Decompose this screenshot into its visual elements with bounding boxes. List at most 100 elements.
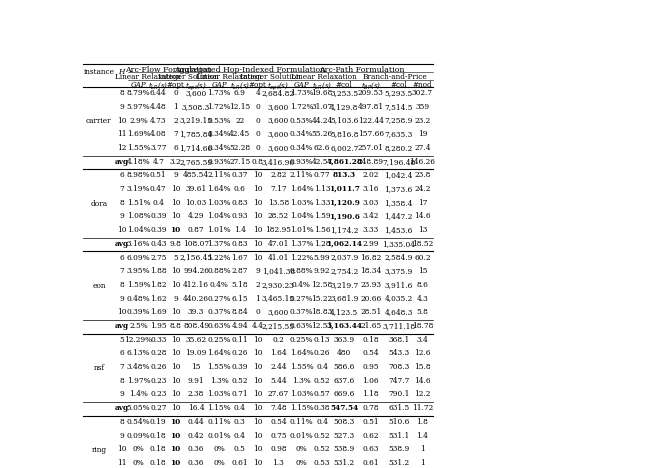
Text: 16.82: 16.82 <box>360 254 381 262</box>
Text: 0.8: 0.8 <box>252 158 264 166</box>
Text: dora: dora <box>90 199 107 207</box>
Text: 1.64%: 1.64% <box>290 185 313 193</box>
Text: 4,861.28: 4,861.28 <box>326 158 362 166</box>
Text: 27.67: 27.67 <box>268 390 289 398</box>
Text: 0.4: 0.4 <box>234 404 246 412</box>
Text: GAP: GAP <box>130 81 146 89</box>
Text: 440.26: 440.26 <box>183 295 209 303</box>
Text: 0.19: 0.19 <box>150 418 166 426</box>
Text: 6: 6 <box>173 144 178 152</box>
Text: 0.26: 0.26 <box>314 350 330 358</box>
Text: 5.44: 5.44 <box>270 377 287 385</box>
Text: #col: #col <box>336 81 352 89</box>
Text: 0.23: 0.23 <box>150 390 166 398</box>
Text: 0.83: 0.83 <box>231 199 248 207</box>
Text: 708.3: 708.3 <box>388 363 409 371</box>
Text: 0.11: 0.11 <box>231 336 248 344</box>
Text: 8: 8 <box>119 89 124 97</box>
Text: 17: 17 <box>418 199 427 207</box>
Text: 480: 480 <box>337 350 352 358</box>
Text: 0.53: 0.53 <box>314 459 330 467</box>
Text: 10: 10 <box>253 459 263 467</box>
Text: 0.09%: 0.09% <box>126 431 150 439</box>
Text: 1,358.4: 1,358.4 <box>384 199 413 207</box>
Text: 10: 10 <box>171 336 180 344</box>
Text: 3.03: 3.03 <box>362 199 379 207</box>
Text: 0.44: 0.44 <box>188 418 204 426</box>
Text: 1.88: 1.88 <box>150 267 166 275</box>
Text: 0.5: 0.5 <box>234 445 246 453</box>
Text: 10: 10 <box>171 377 180 385</box>
Text: 1.28: 1.28 <box>314 240 330 248</box>
Text: 2.99: 2.99 <box>362 240 379 248</box>
Text: 8: 8 <box>119 377 124 385</box>
Text: 1.64%: 1.64% <box>290 350 313 358</box>
Text: 1,447.2: 1,447.2 <box>384 212 413 220</box>
Text: 1.3: 1.3 <box>272 459 284 467</box>
Text: 586.6: 586.6 <box>333 363 355 371</box>
Text: 28.52: 28.52 <box>268 212 289 220</box>
Text: 0.57: 0.57 <box>314 390 330 398</box>
Text: 182.95: 182.95 <box>265 226 291 234</box>
Text: 14.6: 14.6 <box>414 212 431 220</box>
Text: 4.18%: 4.18% <box>126 158 150 166</box>
Text: 1,335.04: 1,335.04 <box>382 240 415 248</box>
Text: 0.37%: 0.37% <box>208 308 231 316</box>
Text: 0.39: 0.39 <box>231 363 248 371</box>
Text: 5,816.8: 5,816.8 <box>330 130 358 138</box>
Text: Linear Relaxation: Linear Relaxation <box>291 73 356 81</box>
Text: 0.61: 0.61 <box>362 459 379 467</box>
Text: 0.75: 0.75 <box>270 431 287 439</box>
Text: 60.2: 60.2 <box>414 254 431 262</box>
Text: 0.93%: 0.93% <box>290 158 313 166</box>
Text: 19.09: 19.09 <box>185 350 207 358</box>
Text: 790.1: 790.1 <box>388 390 409 398</box>
Text: 12.51: 12.51 <box>311 322 333 330</box>
Text: 4.7: 4.7 <box>153 158 164 166</box>
Text: 1: 1 <box>255 295 260 303</box>
Text: 5: 5 <box>119 336 124 344</box>
Text: 10: 10 <box>171 308 180 316</box>
Text: 0.52: 0.52 <box>314 431 330 439</box>
Text: 0.77: 0.77 <box>314 171 330 179</box>
Text: 1.18: 1.18 <box>362 390 379 398</box>
Text: GAP: GAP <box>212 81 227 89</box>
Text: 0: 0 <box>255 117 260 124</box>
Text: 1.3%: 1.3% <box>210 377 229 385</box>
Text: 0.71: 0.71 <box>231 390 248 398</box>
Text: 0.54%: 0.54% <box>126 418 150 426</box>
Text: 10: 10 <box>171 281 180 289</box>
Text: 8: 8 <box>119 281 124 289</box>
Text: 10: 10 <box>253 226 263 234</box>
Text: 7: 7 <box>119 185 124 193</box>
Text: 0.63: 0.63 <box>362 445 379 453</box>
Text: 368.1: 368.1 <box>388 336 409 344</box>
Text: avg: avg <box>115 322 128 330</box>
Text: 0.37%: 0.37% <box>290 308 313 316</box>
Text: 0%: 0% <box>132 445 144 453</box>
Text: 2,584.9: 2,584.9 <box>384 254 413 262</box>
Text: 18.52: 18.52 <box>412 240 433 248</box>
Text: 0.34%: 0.34% <box>290 130 313 138</box>
Text: 0.62: 0.62 <box>362 431 379 439</box>
Text: 0.27%: 0.27% <box>290 295 313 303</box>
Text: 3,600: 3,600 <box>268 144 289 152</box>
Text: 2.82: 2.82 <box>270 171 286 179</box>
Text: 0.54: 0.54 <box>270 418 287 426</box>
Text: 13: 13 <box>418 226 427 234</box>
Text: 19.68: 19.68 <box>311 89 333 97</box>
Text: 1.06: 1.06 <box>362 377 379 385</box>
Text: #col: #col <box>390 81 407 89</box>
Text: 2.5%: 2.5% <box>129 322 148 330</box>
Text: 27.4: 27.4 <box>414 144 431 152</box>
Text: 0.52: 0.52 <box>231 377 248 385</box>
Text: 0.53%: 0.53% <box>208 117 231 124</box>
Text: 9: 9 <box>119 295 124 303</box>
Text: 1.03%: 1.03% <box>290 199 313 207</box>
Text: 8,280.2: 8,280.2 <box>384 144 413 152</box>
Text: 2.38: 2.38 <box>188 390 204 398</box>
Text: 0.98: 0.98 <box>270 445 287 453</box>
Text: 6.09%: 6.09% <box>126 254 150 262</box>
Text: 122.44: 122.44 <box>358 117 384 124</box>
Text: 543.3: 543.3 <box>388 350 409 358</box>
